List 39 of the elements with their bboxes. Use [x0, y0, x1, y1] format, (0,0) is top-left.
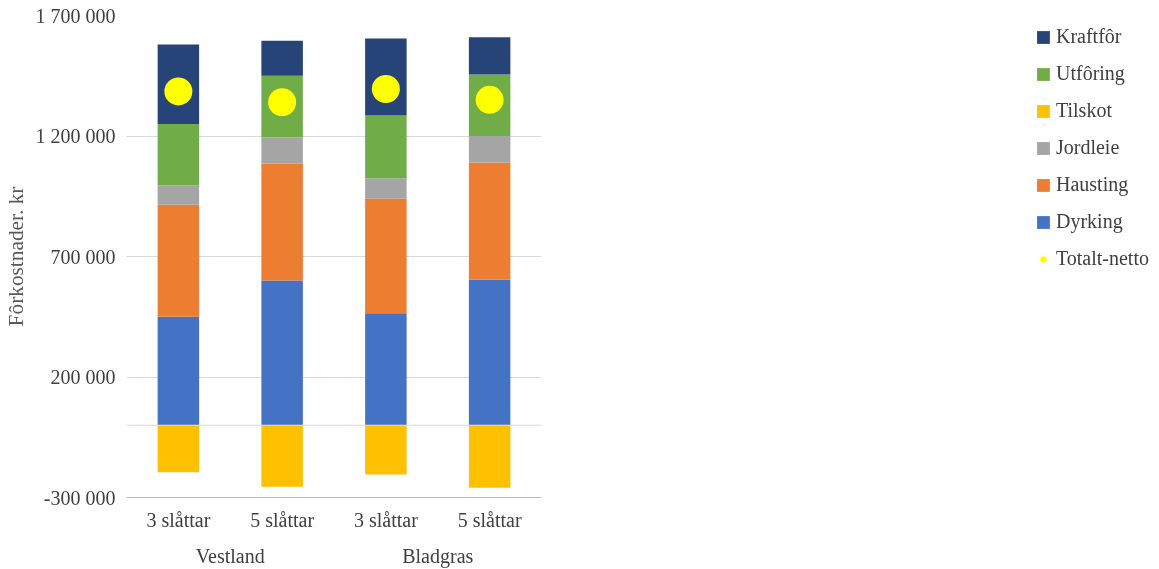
- legend-label: Hausting: [1055, 173, 1129, 196]
- legend-label: Jordleie: [1055, 136, 1120, 159]
- bar: [468, 425, 511, 488]
- bar: [157, 316, 200, 426]
- bar: [468, 279, 511, 426]
- y-tick-label: 1 200 000: [35, 125, 116, 147]
- x-tick-label: 5 slåttar: [457, 508, 522, 531]
- bar: [468, 37, 511, 75]
- bar: [261, 40, 303, 76]
- x-tick-label: 3 slåttar: [146, 508, 211, 531]
- bar: [261, 137, 303, 164]
- bar: [365, 115, 407, 179]
- y-tick-label: 1 700 000: [35, 4, 116, 27]
- bar: [157, 425, 200, 473]
- bar: [157, 123, 200, 186]
- x-tick-label: 5 slåttar: [250, 508, 315, 531]
- bar: [365, 425, 407, 475]
- legend-label: Totalt-netto: [1055, 247, 1149, 270]
- bar: [468, 162, 511, 280]
- y-tick-label: 700 000: [50, 245, 116, 268]
- text: Vestland: [195, 544, 265, 567]
- x-tick-label: 3 slåttar: [353, 508, 419, 531]
- bar: [157, 204, 200, 317]
- legend-label: Dyrking: [1055, 210, 1123, 233]
- bar: [261, 280, 303, 426]
- bar: [261, 163, 303, 281]
- bar: [365, 178, 407, 199]
- bar: [157, 185, 200, 205]
- legend-label: Kraftfôr: [1055, 25, 1122, 48]
- y-tick-label: -300 000: [43, 486, 116, 509]
- y-axis-title: Fôrkostnader. kr: [3, 186, 28, 327]
- y-tick-label: 200 000: [50, 366, 116, 388]
- legend-label: Tilskot: [1055, 99, 1112, 122]
- legend-label: Utfôring: [1055, 62, 1125, 85]
- text: Bladgras: [402, 544, 474, 568]
- bar: [365, 198, 407, 314]
- bar: [468, 136, 511, 163]
- bar: [365, 313, 407, 426]
- bar: [261, 425, 303, 487]
